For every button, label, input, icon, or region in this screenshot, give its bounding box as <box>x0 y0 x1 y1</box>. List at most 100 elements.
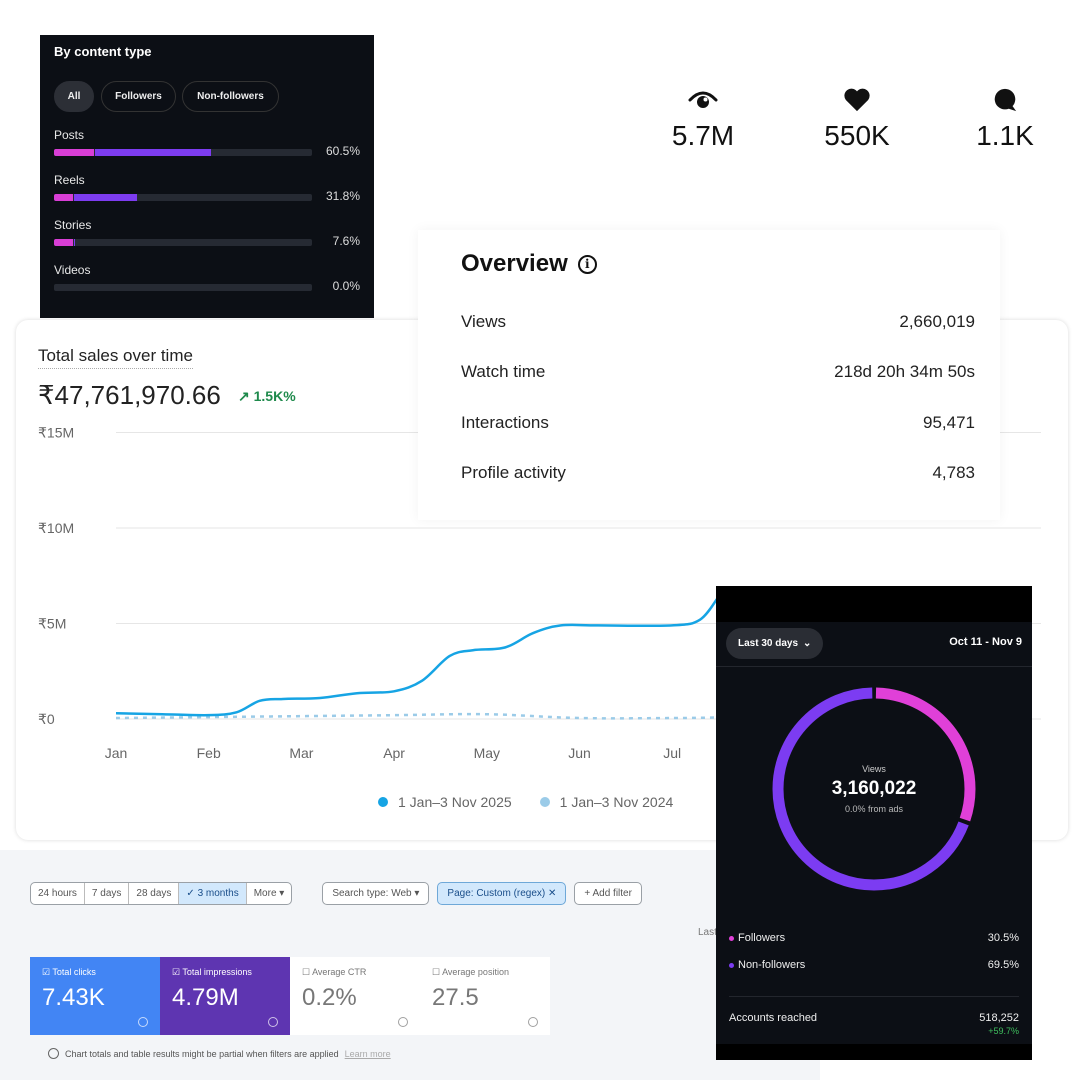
row-label: Videos <box>54 263 91 277</box>
top-bar <box>716 586 1032 622</box>
add-filter-button[interactable]: + Add filter <box>574 882 642 905</box>
metric-total-impressions[interactable]: ☑ Total impressions 4.79M <box>160 957 290 1035</box>
y-tick-label: ₹10M <box>38 520 74 536</box>
note-text: Chart totals and table results might be … <box>65 1048 339 1059</box>
row-percent: 31.8% <box>325 189 360 203</box>
row-percent: 60.5% <box>325 144 360 158</box>
x-tick-label: Mar <box>289 745 313 761</box>
row-value: 4,783 <box>932 463 975 482</box>
row-value: 218d 20h 34m 50s <box>834 362 975 381</box>
help-icon[interactable] <box>268 1017 278 1027</box>
range-dropdown[interactable]: Last 30 days ⌄ <box>726 628 824 659</box>
metric-label: ☑ Total clicks <box>42 967 96 977</box>
help-icon[interactable] <box>138 1017 148 1027</box>
accounts-change: +59.7% <box>988 1026 1019 1036</box>
x-tick-label: Jun <box>568 745 591 761</box>
sales-line-chart: ₹0 ₹5M ₹10M ₹15M Jan Feb Mar Apr May Jun Jul <box>38 425 1041 761</box>
content-row-videos: Videos 0.0% <box>54 263 360 293</box>
legend-value: 30.5% <box>987 932 1019 944</box>
metric-value: 27.5 <box>432 984 479 1011</box>
donut-segment-non-followers <box>772 687 976 891</box>
progress-bar <box>54 284 312 291</box>
sales-title[interactable]: Total sales over time <box>38 346 193 369</box>
sales-change-badge: ↗ 1.5K% <box>238 388 296 404</box>
row-value: 2,660,019 <box>899 312 975 331</box>
nonfollowers-fill <box>74 194 138 201</box>
content-row-reels: Reels 31.8% <box>54 173 360 203</box>
accounts-value: 518,252 <box>979 1012 1019 1024</box>
info-icon <box>48 1048 59 1059</box>
content-row-stories: Stories 7.6% <box>54 218 360 248</box>
content-type-title: By content type <box>54 44 152 59</box>
legend-dot <box>729 935 734 941</box>
metric-label: ☐ Average position <box>432 967 509 977</box>
overview-heading: Overview i <box>461 250 597 278</box>
filter-all[interactable]: All <box>54 81 94 112</box>
page-filter-chip[interactable]: Page: Custom (regex) ✕ <box>437 882 567 905</box>
chevron-down-icon: ⌄ <box>803 638 812 649</box>
filter-followers[interactable]: Followers <box>101 81 176 112</box>
nonfollowers-fill <box>73 239 75 246</box>
divider <box>729 996 1019 997</box>
info-icon[interactable]: i <box>577 254 597 274</box>
metric-value: 7.43K <box>42 984 105 1011</box>
learn-more-link[interactable]: Learn more <box>344 1048 391 1059</box>
metric-value: 0.2% <box>302 984 357 1011</box>
row-label: Interactions <box>461 413 549 432</box>
row-label: Profile activity <box>461 463 566 482</box>
range-label: Last 30 days <box>738 638 799 649</box>
stat-views: 5.7M <box>643 88 763 152</box>
chart-legend: 1 Jan–3 Nov 2025 1 Jan–3 Nov 2024 <box>378 794 673 810</box>
legend-item-2025[interactable]: 1 Jan–3 Nov 2025 <box>378 794 512 810</box>
legend-label: Followers <box>738 932 786 944</box>
range-24h[interactable]: 24 hours <box>31 883 85 904</box>
range-more[interactable]: More ▾ <box>253 888 285 899</box>
metric-total-clicks[interactable]: ☑ Total clicks 7.43K <box>30 957 160 1035</box>
legend-label: 1 Jan–3 Nov 2024 <box>559 794 674 810</box>
legend-item-2024[interactable]: 1 Jan–3 Nov 2024 <box>539 794 674 810</box>
filter-non-followers[interactable]: Non-followers <box>182 81 279 112</box>
overview-row-interactions: Interactions 95,471 <box>461 413 975 433</box>
accounts-reached-row: Accounts reached 518,252 <box>729 1012 1019 1024</box>
x-tick-label: May <box>474 745 500 761</box>
views-breakdown-panel: Last 30 days ⌄ Oct 11 - Nov 9 Views 3,160… <box>716 586 1032 1060</box>
content-type-panel: By content type All Followers Non-follow… <box>40 35 374 318</box>
heart-icon <box>844 88 870 112</box>
row-percent: 0.0% <box>332 279 360 293</box>
x-tick-label: Jan <box>105 745 128 761</box>
stat-likes: 550K <box>797 88 917 152</box>
progress-bar <box>54 239 312 246</box>
range-7d[interactable]: 7 days <box>85 883 130 904</box>
overview-row-watch-time: Watch time 218d 20h 34m 50s <box>461 362 975 382</box>
row-label: Watch time <box>461 362 546 381</box>
help-icon[interactable] <box>528 1017 538 1027</box>
accounts-label: Accounts reached <box>729 1012 818 1024</box>
row-label: Reels <box>54 173 85 187</box>
overview-panel: Overview i Views 2,660,019 Watch time 218d … <box>418 230 1000 520</box>
overview-title: Overview <box>461 250 568 277</box>
range-3m[interactable]: ✓ 3 months <box>179 883 247 904</box>
search-type-filter[interactable]: Search type: Web ▾ <box>322 882 430 905</box>
y-tick-label: ₹5M <box>38 616 66 632</box>
partial-data-note: Chart totals and table results might be … <box>48 1048 391 1059</box>
legend-followers: Followers 30.5% <box>729 932 1019 944</box>
range-28d[interactable]: 28 days <box>129 883 180 904</box>
date-range: Oct 11 - Nov 9 <box>949 636 1022 648</box>
stat-value: 550K <box>824 120 890 151</box>
metric-average-position[interactable]: ☐ Average position 27.5 <box>420 957 550 1035</box>
nonfollowers-fill <box>94 149 212 156</box>
legend-non-followers: Non-followers 69.5% <box>729 959 1019 971</box>
row-label: Stories <box>54 218 92 232</box>
metric-average-ctr[interactable]: ☐ Average CTR 0.2% <box>290 957 420 1035</box>
divider <box>716 666 1032 667</box>
stat-value: 1.1K <box>976 120 1034 151</box>
donut-segment-followers <box>772 687 976 891</box>
row-value: 95,471 <box>923 413 975 432</box>
bottom-bar <box>716 1044 1032 1060</box>
eye-icon <box>688 91 718 108</box>
legend-dot <box>539 797 550 807</box>
series-line-2024 <box>115 712 719 720</box>
donut-value: 3,160,022 <box>831 778 917 799</box>
donut-label: Views <box>862 764 886 774</box>
help-icon[interactable] <box>398 1017 408 1027</box>
